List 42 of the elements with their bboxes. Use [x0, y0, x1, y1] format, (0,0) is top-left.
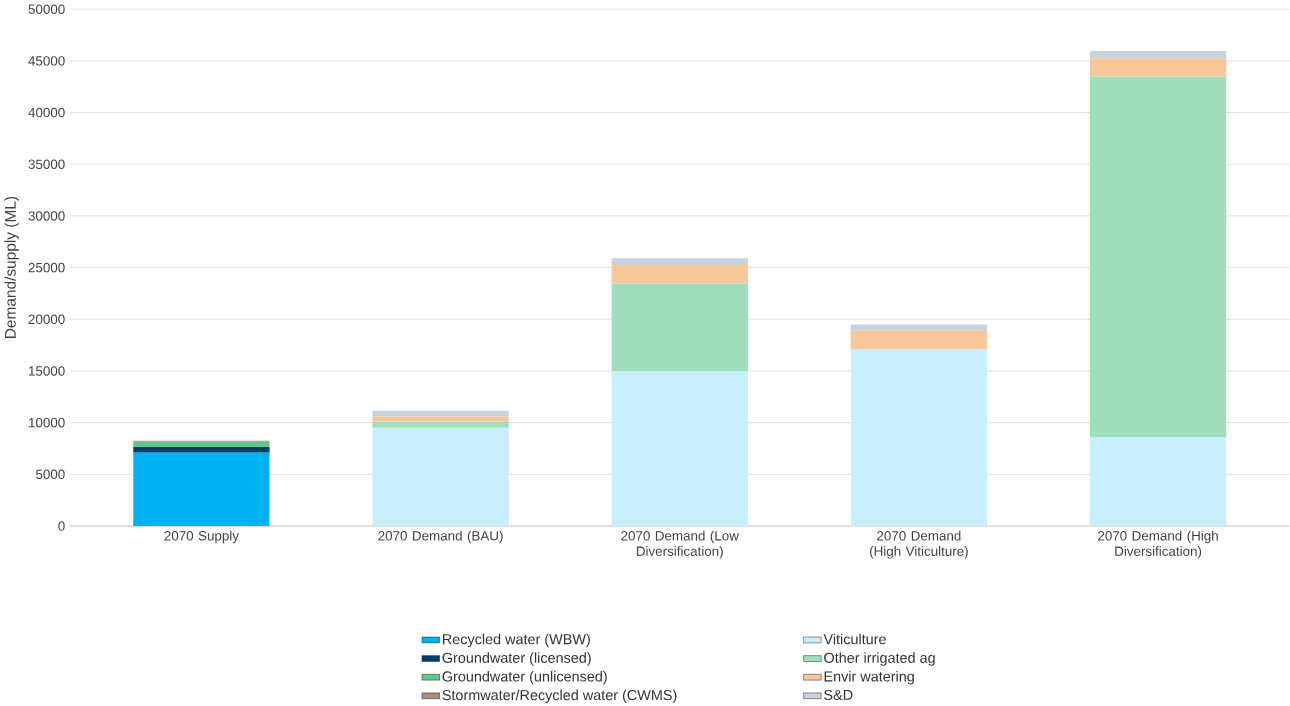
x-tick-label: 2070 Demand (Low Diversification) [621, 530, 739, 559]
bar [850, 349, 988, 526]
bar [611, 370, 748, 526]
legend-label: Recycled water (WBW) [442, 633, 590, 648]
bar [372, 427, 509, 526]
x-tick-label: 2070 Supply [164, 530, 239, 544]
bar [1089, 76, 1227, 438]
y-tick-label: 45000 [28, 56, 65, 66]
bar [133, 452, 270, 526]
legend-label: Groundwater (licensed) [442, 652, 591, 666]
y-tick-label: 40000 [28, 107, 65, 118]
x-tick-label: 2070 Demand (High Diversification) [1098, 530, 1218, 559]
legend-label: Groundwater (unlicensed) [442, 670, 607, 685]
bar [133, 446, 270, 453]
y-tick-label: 20000 [28, 314, 65, 324]
bar [1089, 58, 1227, 77]
bar [1089, 50, 1227, 59]
legend-label: S&D [824, 689, 853, 700]
y-axis-title: Demand/supply (ML) [4, 196, 19, 338]
y-tick-label: 50000 [28, 4, 65, 14]
bar [611, 264, 748, 284]
bar [372, 421, 509, 428]
bar [850, 330, 988, 350]
y-tick-label: 5000 [35, 469, 65, 479]
bar [850, 324, 988, 331]
y-tick-label: 0 [58, 521, 65, 531]
bar [372, 416, 509, 422]
bar [611, 283, 748, 371]
legend-label: Envir watering [824, 670, 914, 685]
legend-label: Viticulture [823, 633, 886, 645]
legend-label: Stormwater/Recycled water (CWMS) [442, 689, 677, 703]
y-tick-label: 25000 [28, 262, 65, 273]
bar [133, 441, 270, 447]
x-tick-label: 2070 Demand (High Viticulture) [870, 530, 968, 559]
bar [611, 258, 748, 265]
legend-label: Other irrigated ag [824, 652, 935, 666]
x-tick-label: 2070 Demand (BAU) [378, 530, 503, 544]
y-tick-label: 15000 [29, 366, 65, 376]
bar [1089, 437, 1227, 526]
y-tick-label: 10000 [29, 417, 65, 428]
y-tick-label: 30000 [28, 211, 65, 221]
y-tick-label: 35000 [28, 159, 65, 169]
